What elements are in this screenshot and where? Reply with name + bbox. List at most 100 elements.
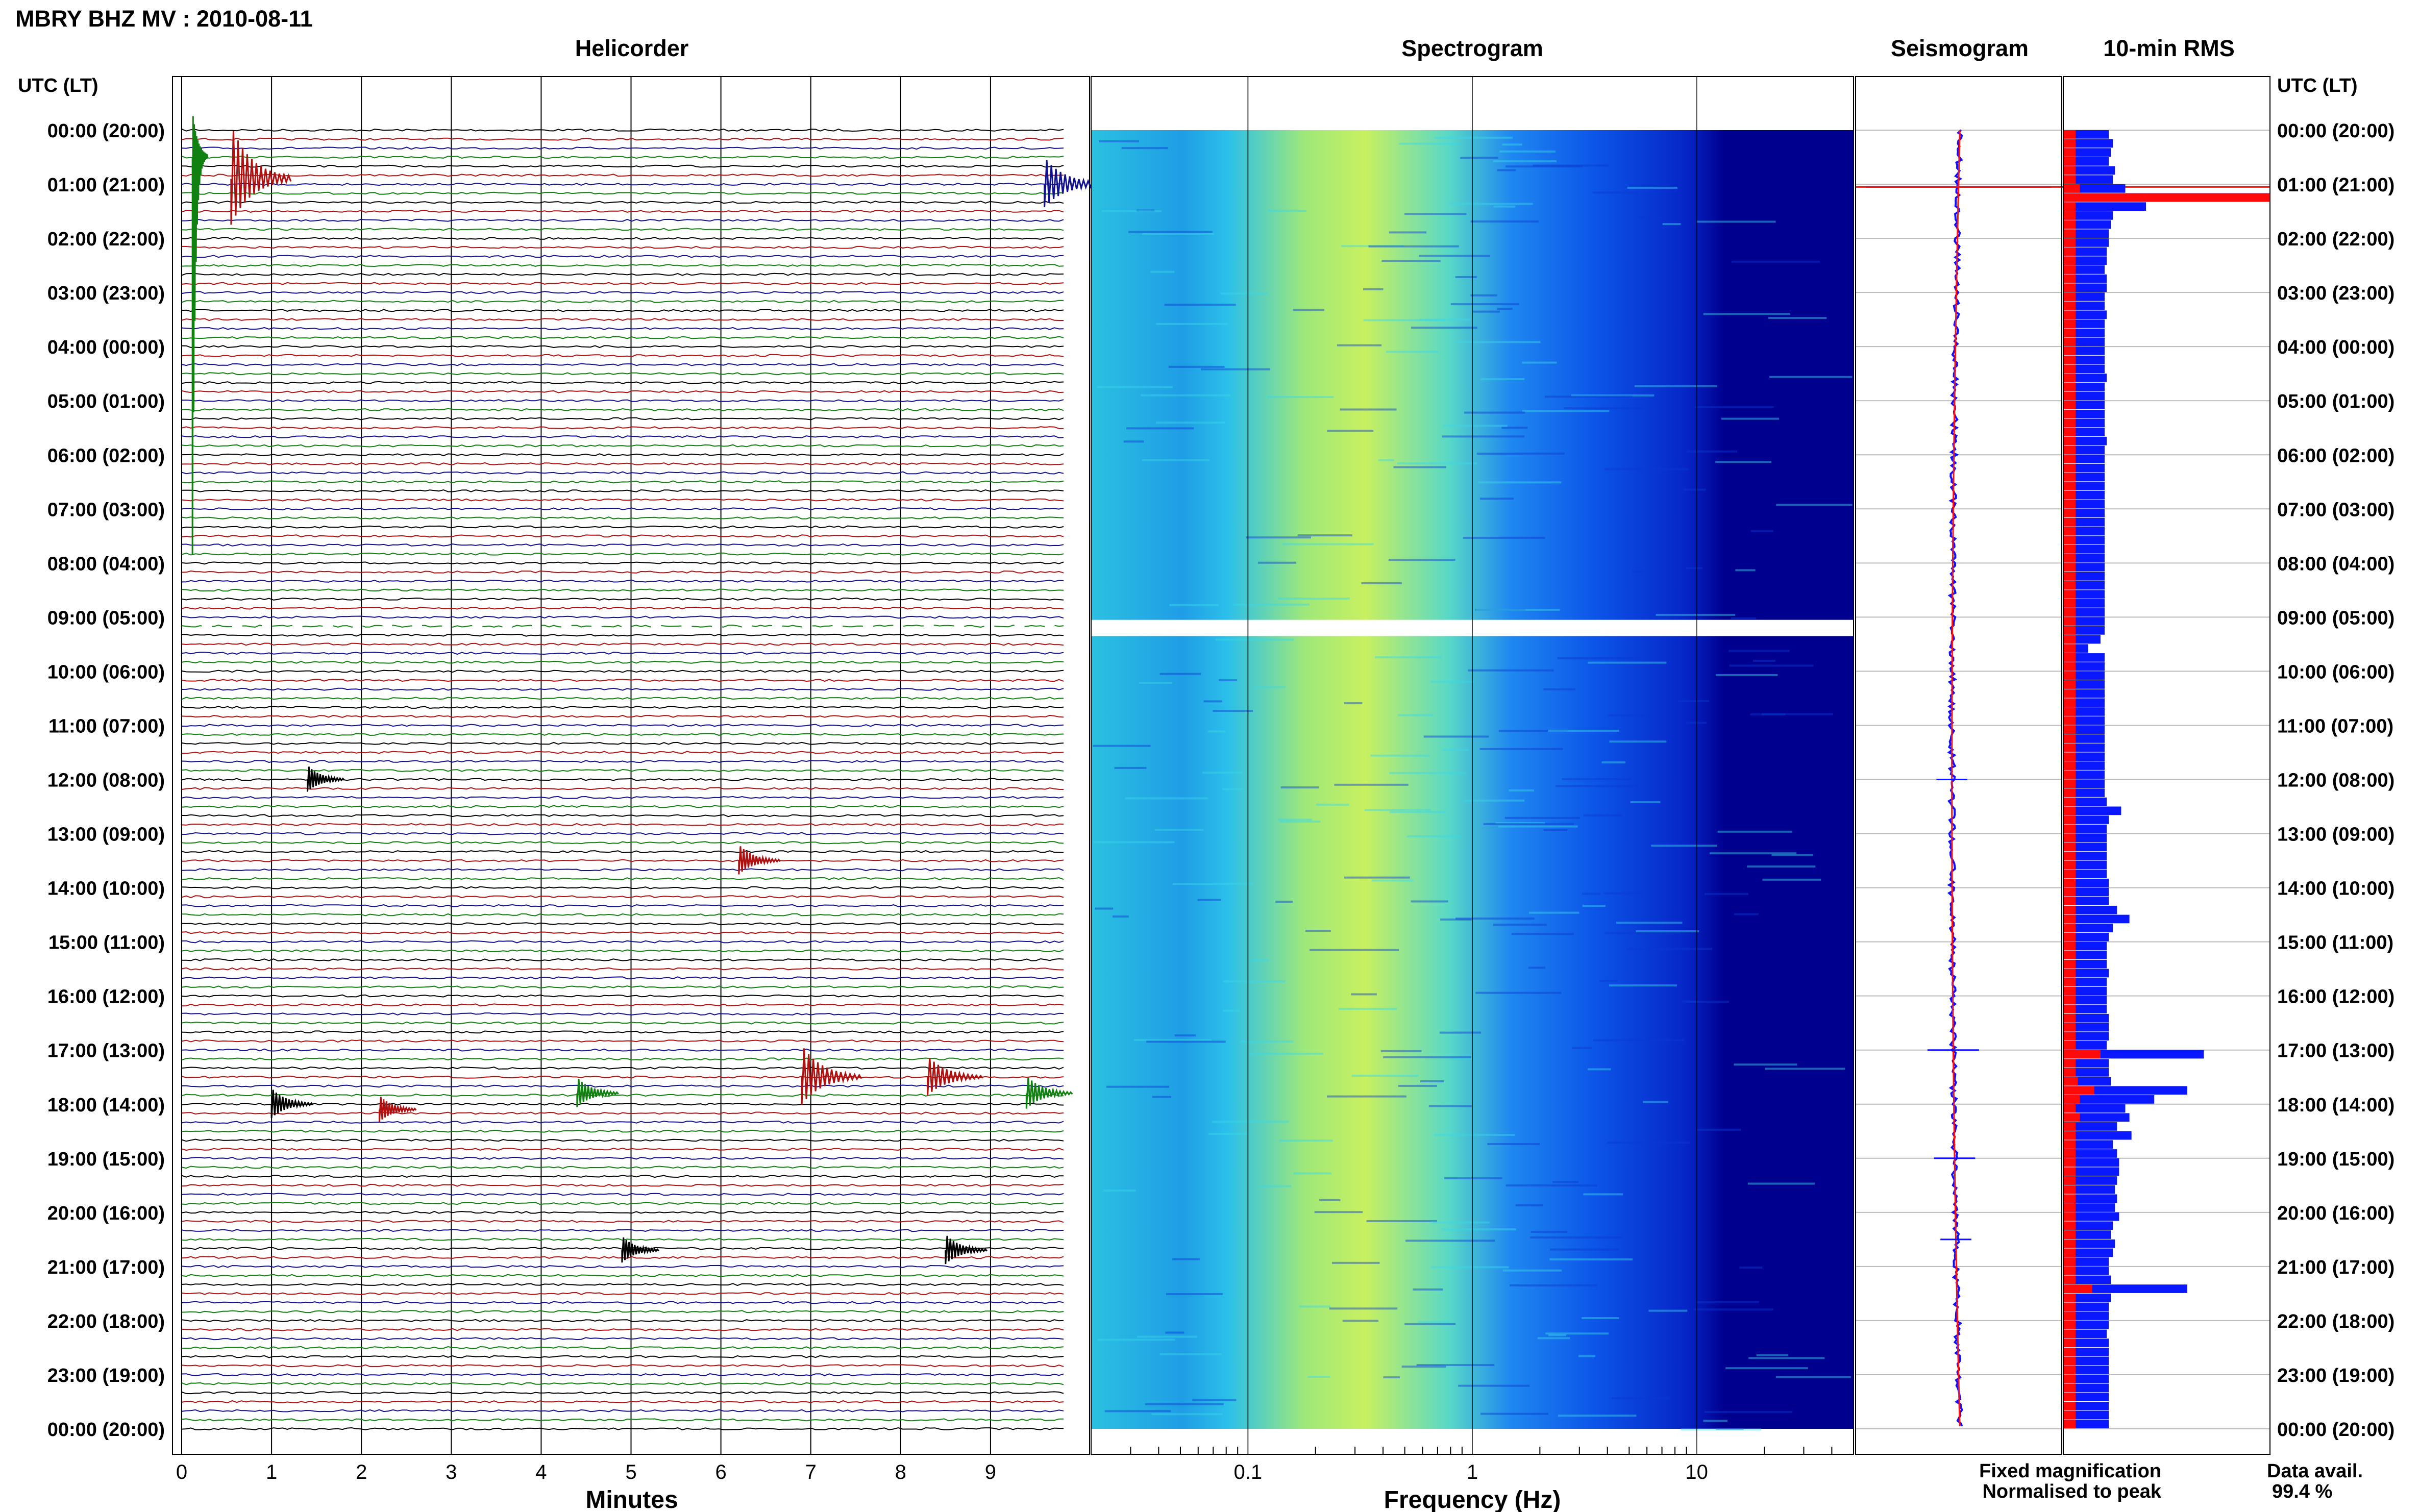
seismogram-normalised-trace	[1951, 130, 1961, 1426]
spectrogram-texture	[1093, 841, 1175, 844]
rms-bar	[2063, 1347, 2076, 1356]
spectrogram-texture	[1703, 1420, 1727, 1422]
spectrogram-texture	[1544, 395, 1633, 398]
rms-bar	[2063, 1041, 2076, 1050]
spectrogram-texture	[1239, 1040, 1294, 1043]
spectrogram-texture	[1475, 609, 1560, 611]
helicorder-trace	[181, 516, 1064, 519]
helicorder-trace	[181, 182, 1064, 186]
helicorder-trace	[181, 1292, 1064, 1295]
spectrogram-texture	[1537, 1337, 1570, 1340]
minutes-tick-label: 8	[895, 1461, 906, 1483]
rms-bar	[2063, 202, 2146, 211]
spectrogram-texture	[1451, 1057, 1472, 1060]
rms-bar	[2063, 401, 2076, 409]
spectrogram-texture	[1151, 1413, 1223, 1416]
time-tick-right: 21:00 (17:00)	[2277, 1257, 2395, 1278]
rms-bar	[2063, 959, 2076, 969]
rms-bar	[2063, 905, 2076, 914]
spectrogram-texture	[1634, 385, 1717, 387]
helicorder-trace	[181, 1021, 1064, 1025]
helicorder-trace	[181, 949, 1064, 953]
rms-bar	[2063, 617, 2076, 626]
spectrogram-texture	[1493, 924, 1547, 926]
spectrogram-texture	[1725, 1367, 1808, 1370]
frequency-tick-label: 0.1	[1234, 1461, 1263, 1483]
spectrogram-texture	[1222, 1009, 1240, 1012]
time-tick-right: 22:00 (18:00)	[2277, 1311, 2395, 1332]
helicorder-trace	[181, 210, 1064, 213]
helicorder-trace	[181, 381, 1064, 384]
rms-bar	[2063, 1122, 2076, 1131]
helicorder-trace	[181, 1382, 1064, 1385]
helicorder-trace	[181, 570, 1064, 574]
rms-bar	[2063, 1176, 2076, 1185]
helicorder-trace	[181, 201, 1064, 204]
spectrogram-texture	[1095, 907, 1114, 910]
rms-bar	[2063, 364, 2076, 374]
rms-bar	[2063, 1366, 2076, 1374]
time-tick-right: 05:00 (01:00)	[2277, 391, 2395, 412]
spectrogram-texture	[1458, 1384, 1530, 1387]
rms-bar	[2063, 328, 2076, 337]
spectrogram-texture	[1548, 1334, 1566, 1336]
time-tick-right: 12:00 (08:00)	[2277, 770, 2395, 791]
helicorder-trace	[181, 390, 1064, 393]
spectrogram-texture	[1601, 761, 1625, 764]
spectrogram-texture	[1398, 1084, 1437, 1087]
spectrogram-texture	[1681, 1428, 1762, 1431]
helicorder-trace	[181, 913, 1064, 916]
helicorder-trace	[181, 633, 1064, 637]
helicorder-trace	[181, 625, 1064, 628]
time-tick-right: 09:00 (05:00)	[2277, 607, 2395, 629]
spectrogram-texture	[1550, 1248, 1619, 1251]
spectrogram-texture	[1215, 638, 1294, 641]
spectrogram-texture	[1126, 427, 1194, 430]
spectrogram-texture	[1406, 835, 1462, 837]
spectrogram-texture	[1428, 1105, 1472, 1107]
helicorder-trace	[181, 191, 1064, 195]
helicorder-panel	[172, 76, 1105, 1455]
panel-title-spectrogram: Spectrogram	[1401, 35, 1543, 61]
spectrogram-texture	[1137, 1335, 1197, 1338]
helicorder-trace	[181, 146, 1064, 150]
spectrogram-texture	[1498, 825, 1578, 828]
spectrogram-texture	[1487, 1143, 1540, 1145]
spectrogram-texture	[1197, 899, 1221, 901]
rms-bar	[2063, 1329, 2076, 1339]
spectrogram-texture	[1401, 1366, 1446, 1368]
time-tick-right: 15:00 (11:00)	[2277, 932, 2393, 954]
spectrogram-texture	[1154, 829, 1204, 831]
spectrogram-texture	[1374, 656, 1442, 659]
spectrogram-texture	[1121, 147, 1168, 150]
spectrogram-texture	[1203, 700, 1222, 703]
spectrogram-texture	[1747, 1182, 1815, 1185]
helicorder-trace	[181, 245, 1064, 249]
rms-bar	[2063, 473, 2076, 482]
spectrogram-texture	[1141, 394, 1231, 396]
rms-bar	[2063, 337, 2076, 346]
rms-bar	[2063, 301, 2076, 310]
helicorder-x-label: Minutes	[585, 1486, 678, 1512]
spectrogram-texture	[1703, 313, 1790, 315]
spectrogram-texture	[1098, 1339, 1175, 1341]
helicorder-trace	[181, 128, 1064, 132]
spectrogram-texture	[1543, 688, 1576, 690]
helicorder-trace	[181, 1057, 1064, 1061]
spectrogram-texture	[1442, 425, 1508, 427]
time-tick-left: 01:00 (21:00)	[47, 175, 165, 196]
spectrogram-texture	[1174, 1034, 1196, 1037]
spectrogram-texture	[1405, 1240, 1495, 1242]
spectrogram-texture	[1463, 536, 1545, 539]
spectrogram-texture	[1113, 915, 1129, 918]
rms-bar	[2063, 671, 2076, 680]
spectrogram-texture	[1696, 1301, 1759, 1303]
helicorder-trace	[181, 1319, 1064, 1322]
helicorder-trace	[181, 733, 1064, 736]
rms-bar	[2063, 1275, 2076, 1284]
rms-bar	[2063, 887, 2076, 897]
spectrogram-texture	[1769, 376, 1853, 378]
spectrogram-texture	[1404, 213, 1467, 215]
spectrogram-texture	[1739, 1266, 1763, 1269]
rms-bar	[2063, 229, 2076, 238]
